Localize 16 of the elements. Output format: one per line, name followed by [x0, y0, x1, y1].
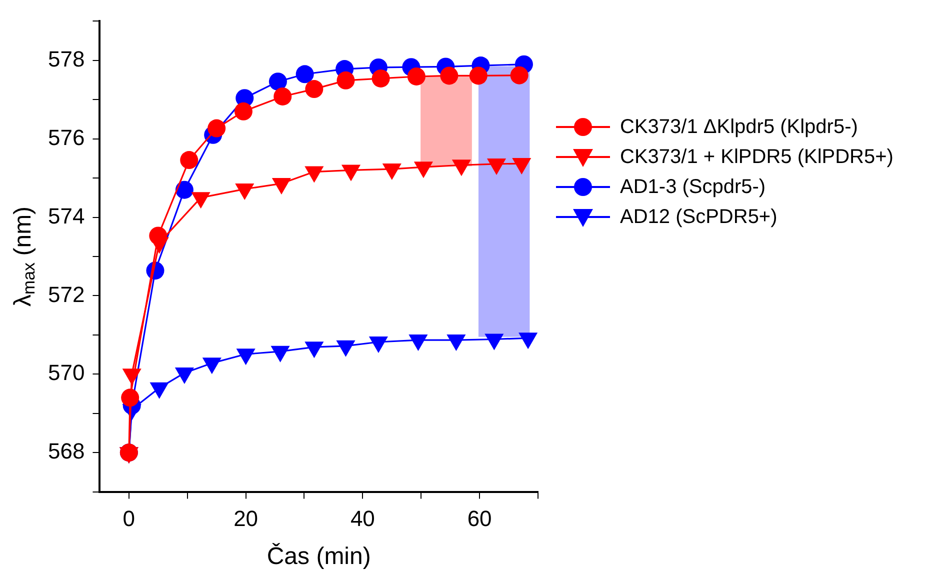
y-tick-label: 574: [48, 203, 85, 228]
x-tick-label: 20: [234, 506, 258, 532]
legend-label: AD12 (ScPDR5+): [620, 206, 778, 228]
y-tick-label: 572: [48, 282, 85, 307]
legend-label: CK373/1 ΔKlpdr5 (Klpdr5-): [620, 116, 858, 138]
legend-label: CK373/1 + KlPDR5 (KlPDR5+): [620, 146, 894, 168]
legend-label: AD1-3 (Scpdr5-): [620, 176, 766, 198]
y-tick-label: 570: [48, 360, 85, 386]
x-tick-label: 0: [122, 506, 136, 532]
y-tick-label: 578: [48, 46, 85, 72]
y-tick-label: 576: [48, 124, 85, 150]
x-axis-title: Čas (min): [266, 543, 371, 570]
y-tick-label: 568: [48, 438, 85, 464]
y-axis-title: λmax (nm): [10, 206, 39, 307]
x-tick-label: 60: [467, 506, 492, 532]
x-tick-label: 40: [350, 506, 375, 532]
